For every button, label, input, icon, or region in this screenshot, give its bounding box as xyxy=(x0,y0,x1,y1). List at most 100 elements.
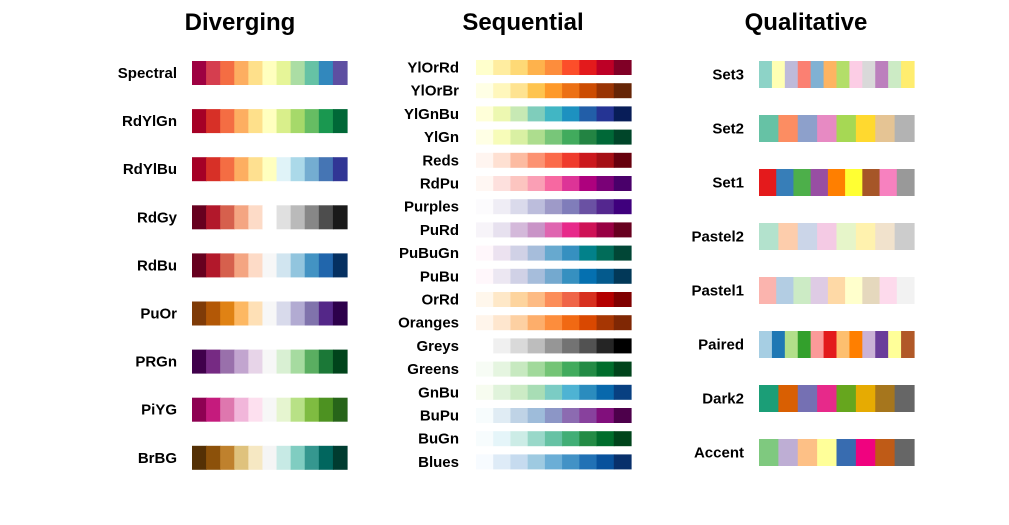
color-swatch xyxy=(493,176,512,191)
color-swatch xyxy=(493,245,512,261)
color-swatch xyxy=(544,268,563,284)
palette-label: Purples xyxy=(404,199,459,216)
color-swatch xyxy=(527,384,546,400)
color-swatch xyxy=(596,106,615,122)
color-swatch xyxy=(579,83,598,99)
color-swatch xyxy=(875,439,896,466)
palette-label: PuRd xyxy=(420,222,459,239)
color-swatch xyxy=(613,268,632,284)
color-swatch xyxy=(596,431,615,447)
color-swatch xyxy=(823,61,838,88)
color-swatch xyxy=(493,152,512,168)
color-swatch xyxy=(206,349,221,374)
color-swatch xyxy=(318,349,334,374)
palette-label: Accent xyxy=(694,445,744,462)
color-swatch xyxy=(875,115,896,142)
color-swatch xyxy=(562,292,580,307)
palette-label: YlGnBu xyxy=(404,106,459,123)
color-swatch xyxy=(493,384,512,400)
palette-row-brbg: BrBG xyxy=(138,445,348,470)
color-swatch xyxy=(875,61,889,88)
color-swatch xyxy=(493,106,512,122)
palette-row-ylorrd: YlOrRd xyxy=(407,60,632,77)
color-swatch xyxy=(304,445,320,470)
color-swatch xyxy=(562,431,580,447)
color-swatch xyxy=(234,349,249,374)
palette-row-oranges: Oranges xyxy=(398,315,632,332)
color-swatch xyxy=(862,61,876,88)
color-swatch xyxy=(579,338,598,354)
color-swatch xyxy=(192,61,207,85)
color-swatch xyxy=(544,292,563,307)
color-swatch xyxy=(596,268,615,284)
color-swatch xyxy=(304,61,320,85)
color-swatch xyxy=(510,245,529,261)
color-swatch xyxy=(290,157,306,182)
color-swatch xyxy=(778,439,799,466)
color-swatch xyxy=(579,315,598,331)
color-swatch xyxy=(579,129,598,145)
color-swatch xyxy=(290,253,306,278)
color-swatch xyxy=(894,439,915,466)
color-swatch xyxy=(192,157,207,182)
color-swatch xyxy=(262,445,278,470)
color-swatch xyxy=(510,292,529,307)
color-swatch xyxy=(613,431,632,447)
color-swatch xyxy=(276,61,292,85)
qualitative-title: Qualitative xyxy=(745,9,868,36)
palette-label: BuPu xyxy=(420,408,459,425)
color-swatch xyxy=(332,157,348,182)
color-swatch xyxy=(579,222,598,238)
color-swatch xyxy=(596,129,615,145)
color-swatch xyxy=(596,384,615,400)
color-swatch xyxy=(544,176,563,191)
palette-label: PuOr xyxy=(140,306,177,323)
palette-label: Greens xyxy=(407,361,459,378)
color-swatch xyxy=(784,331,799,358)
color-swatch xyxy=(527,431,546,447)
color-swatch xyxy=(544,129,563,145)
color-swatch xyxy=(562,60,580,75)
color-swatch xyxy=(879,169,898,196)
color-swatch xyxy=(276,157,292,182)
color-swatch xyxy=(527,176,546,191)
color-swatch xyxy=(579,199,598,215)
color-swatch xyxy=(192,109,207,134)
color-swatch xyxy=(894,385,915,412)
color-swatch xyxy=(476,222,494,238)
color-swatch xyxy=(817,385,838,412)
palette-label: BuGn xyxy=(418,431,459,448)
color-swatch xyxy=(827,169,846,196)
color-swatch xyxy=(206,397,221,422)
color-swatch xyxy=(510,268,529,284)
palette-label: Paired xyxy=(698,337,744,354)
color-swatch xyxy=(262,301,278,326)
palette-label: Greys xyxy=(416,338,459,355)
palette-row-pubu: PuBu xyxy=(420,268,632,285)
color-swatch xyxy=(192,445,207,470)
color-swatch xyxy=(192,301,207,326)
color-swatch xyxy=(318,109,334,134)
color-swatch xyxy=(579,60,598,75)
color-swatch xyxy=(527,292,546,307)
color-swatch xyxy=(510,384,529,400)
color-swatch xyxy=(875,385,896,412)
color-swatch xyxy=(836,331,851,358)
color-swatch xyxy=(613,199,632,215)
color-swatch xyxy=(276,445,292,470)
color-swatch xyxy=(759,385,779,412)
color-swatch xyxy=(596,245,615,261)
color-swatch xyxy=(248,205,264,230)
color-swatch xyxy=(206,445,221,470)
palette-label: Pastel2 xyxy=(691,229,744,246)
color-swatch xyxy=(778,385,799,412)
color-swatch xyxy=(206,301,221,326)
color-swatch xyxy=(836,223,857,250)
color-swatch xyxy=(527,199,546,215)
color-swatch xyxy=(332,205,348,230)
color-swatch xyxy=(836,61,851,88)
color-swatch xyxy=(544,431,563,447)
palette-label: OrRd xyxy=(422,292,460,309)
color-swatch xyxy=(220,253,235,278)
color-swatch xyxy=(206,61,221,85)
